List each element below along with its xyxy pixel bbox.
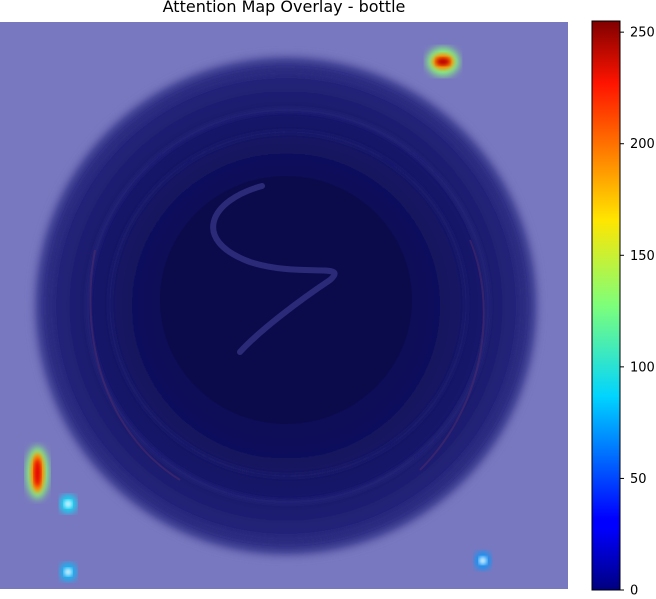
rim-highlight-left: [89, 249, 181, 481]
bottle-ring-outer: [47, 69, 525, 543]
bottle-center: [160, 176, 412, 424]
colorbar-ticks: 0 50 100 150 200 250: [620, 26, 655, 599]
bottom-left-spot: [64, 567, 73, 576]
colorbar-tick-label: 200: [630, 137, 655, 152]
colorbar-tick-label: 50: [630, 472, 647, 487]
top-right-spot: [436, 57, 451, 66]
colorbar-tick-label: 100: [630, 360, 655, 375]
bottom-right-spot: [478, 556, 487, 565]
colorbar-tick-label: 150: [630, 249, 655, 264]
colorbar-tick-label: 250: [630, 26, 655, 41]
bottle-ring-inner: [108, 130, 468, 478]
rim-highlight-right: [419, 239, 485, 471]
heatmap-image: [0, 22, 568, 589]
hotspot-layer: [26, 47, 491, 581]
left-spot: [33, 458, 41, 487]
colorbar: [591, 20, 621, 591]
chart-title: Attention Map Overlay - bottle: [162, 0, 406, 16]
colorbar-tick-label: 0: [630, 584, 638, 599]
bottle-mark: [210, 183, 338, 355]
bottle-ring-mid: [86, 108, 490, 504]
left-small-spot: [64, 499, 73, 508]
